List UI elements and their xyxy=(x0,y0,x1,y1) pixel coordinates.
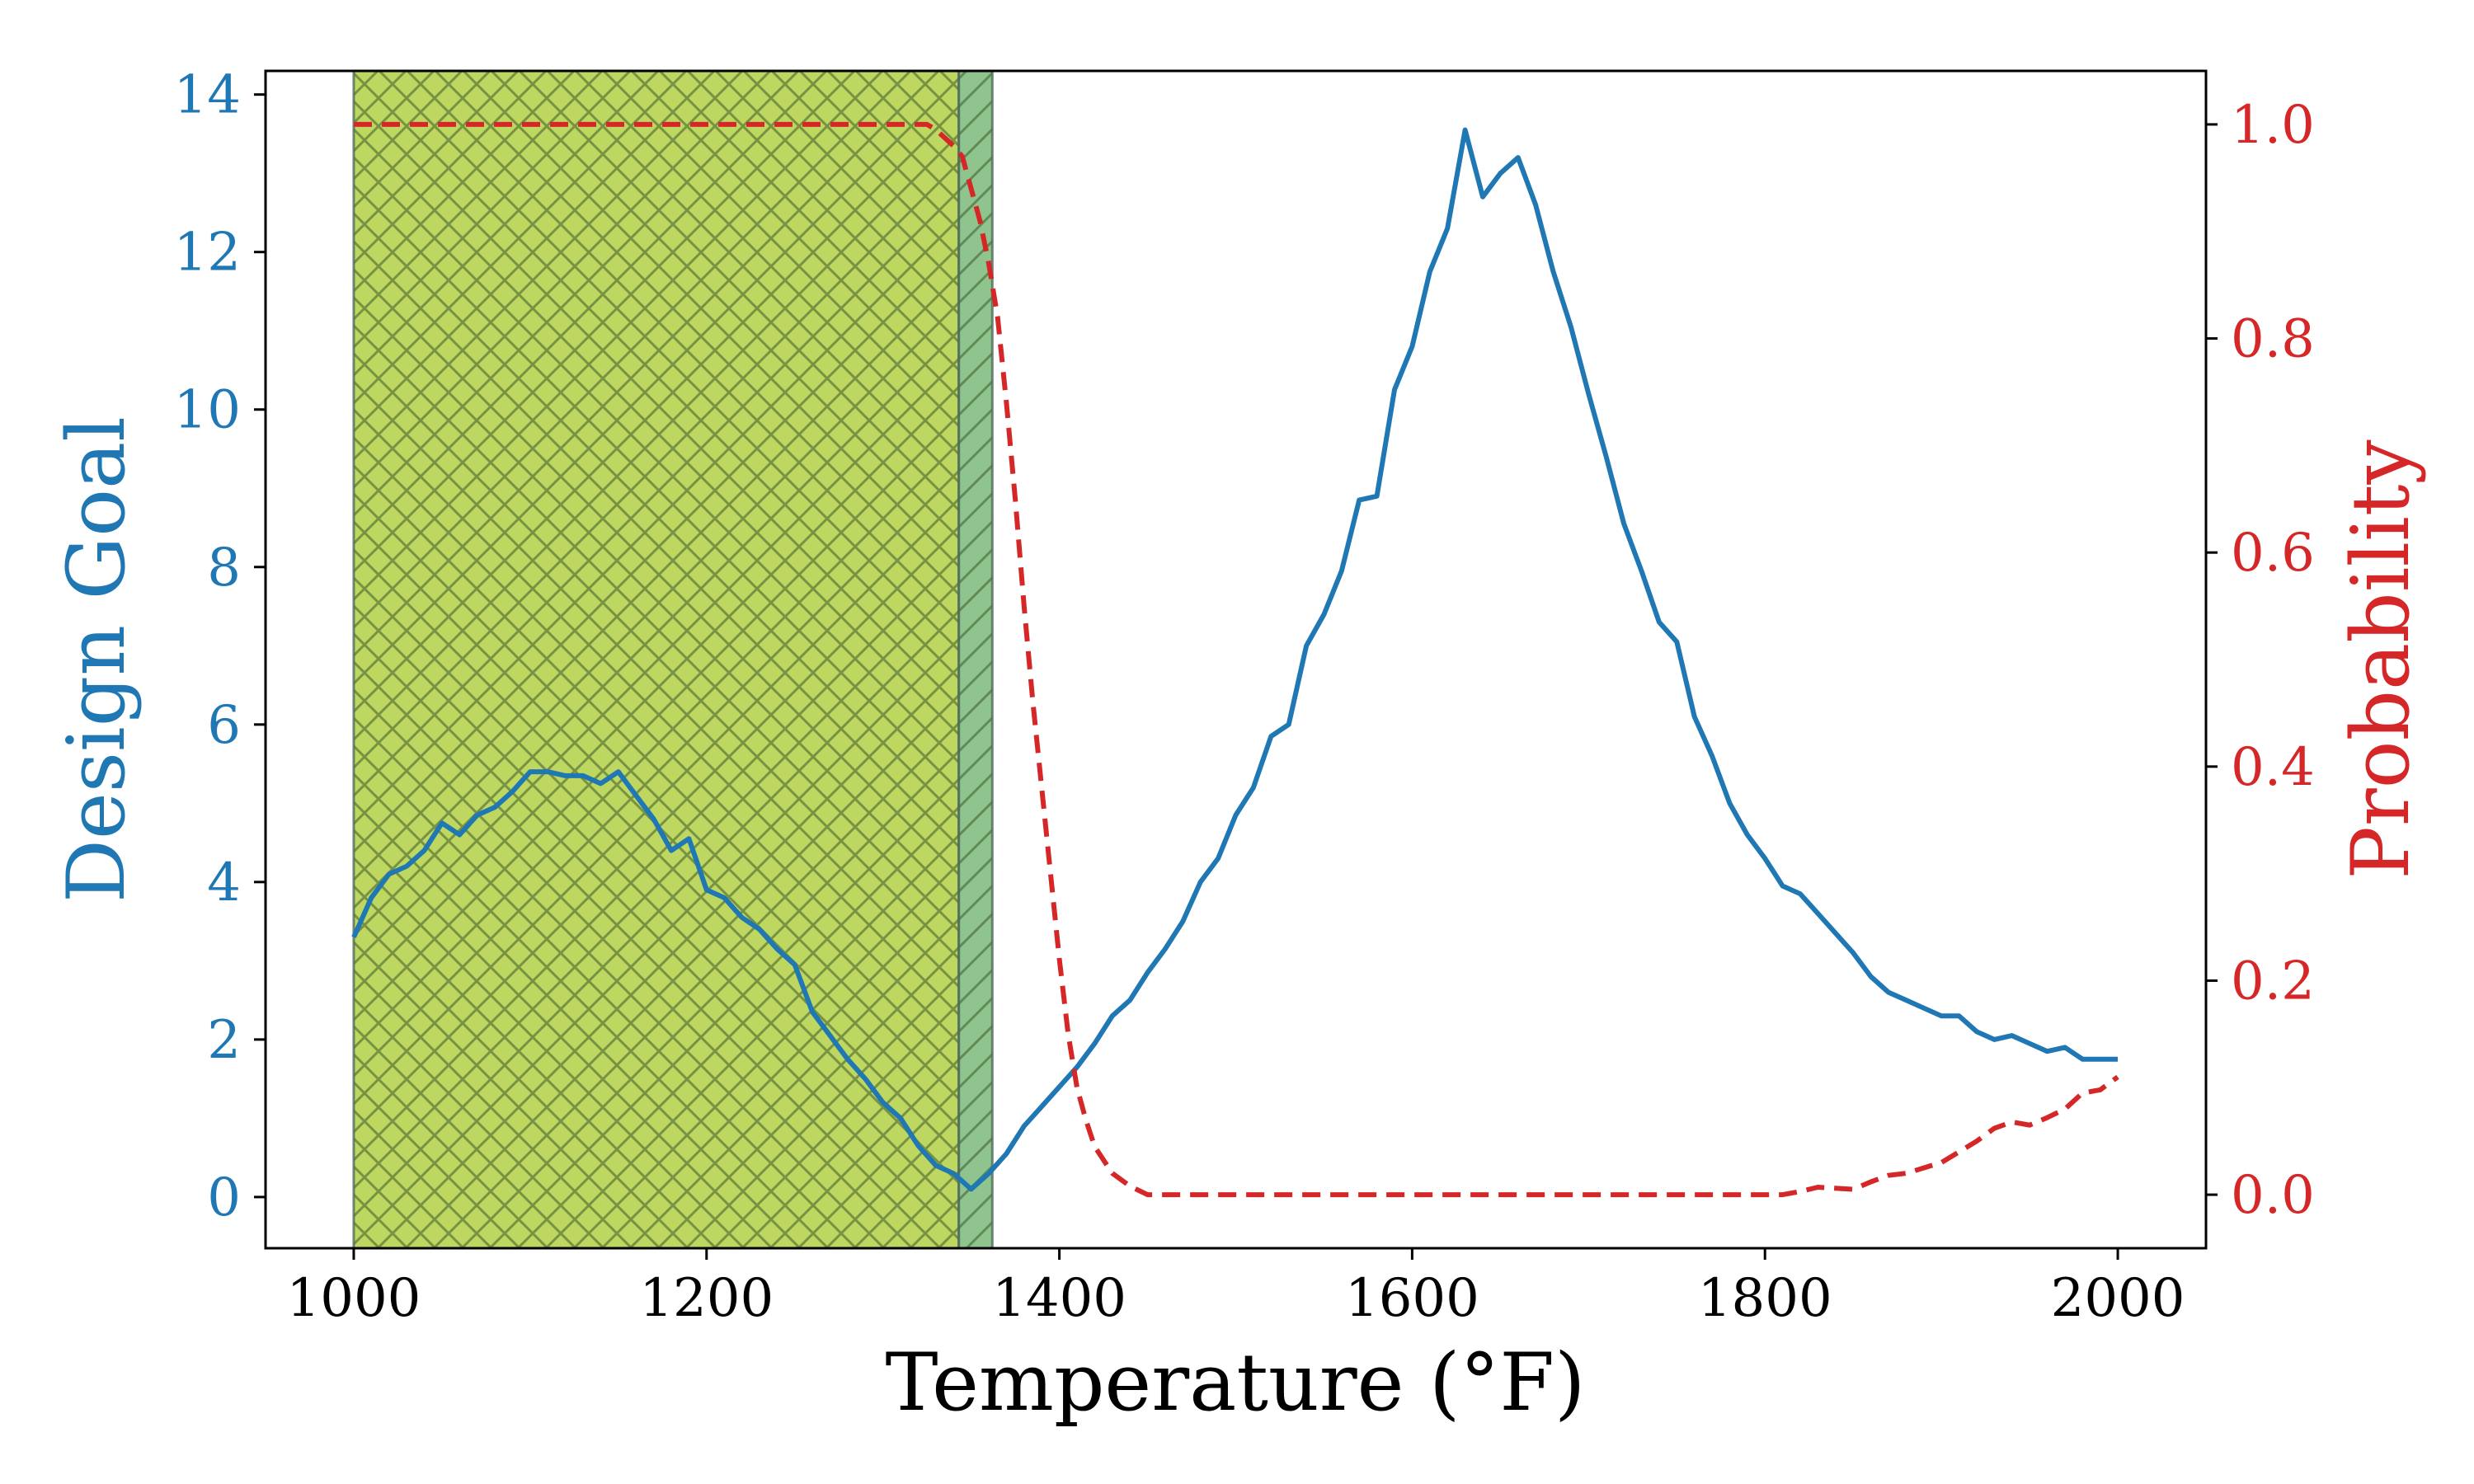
right-y-tick-label: 0.4 xyxy=(2231,737,2315,798)
left-y-tick-label: 6 xyxy=(207,695,241,756)
left-y-tick-label: 8 xyxy=(207,538,241,599)
shaded-regions xyxy=(352,71,994,1248)
right-y-axis: 0.0 0.2 0.4 0.6 0.8 1.0 xyxy=(2206,95,2315,1226)
x-axis-title: Temperature (°F) xyxy=(886,1336,1586,1429)
right-y-tick-label: 0.6 xyxy=(2231,523,2315,584)
right-y-tick-label: 0.8 xyxy=(2231,309,2315,370)
x-tick-label: 1400 xyxy=(992,1268,1126,1329)
left-y-tick-label: 10 xyxy=(174,380,241,441)
left-y-tick-label: 14 xyxy=(174,65,241,126)
right-y-tick-label: 1.0 xyxy=(2231,95,2315,156)
x-tick-label: 1200 xyxy=(639,1268,774,1329)
crosshatched-region-hatch xyxy=(352,71,961,1248)
probability-series-line xyxy=(354,121,2119,1198)
x-tick-label: 2000 xyxy=(2051,1268,2185,1329)
x-tick-label: 1800 xyxy=(1698,1268,1832,1329)
right-y-tick-label: 0.2 xyxy=(2231,951,2315,1012)
hatched-region-hatch xyxy=(957,71,994,1248)
left-y-tick-label: 4 xyxy=(207,852,241,913)
x-tick-label: 1600 xyxy=(1345,1268,1479,1329)
x-tick-label: 1000 xyxy=(287,1268,421,1329)
x-axis: 1000 1200 1400 1600 1800 2000 xyxy=(287,1248,2185,1329)
right-y-tick-label: 0.0 xyxy=(2231,1165,2315,1226)
design-goal-series-line xyxy=(351,127,2118,1192)
left-y-tick-label: 0 xyxy=(207,1167,241,1228)
plot-frame xyxy=(264,69,2208,1250)
left-y-axis-title: Design Goal xyxy=(50,416,143,903)
left-y-axis: 0 2 4 6 8 10 12 14 xyxy=(174,65,266,1228)
series-lines xyxy=(351,121,2119,1198)
right-y-axis-title: Probability xyxy=(2335,439,2427,879)
left-y-tick-label: 12 xyxy=(174,223,241,284)
left-y-tick-label: 2 xyxy=(207,1010,241,1071)
